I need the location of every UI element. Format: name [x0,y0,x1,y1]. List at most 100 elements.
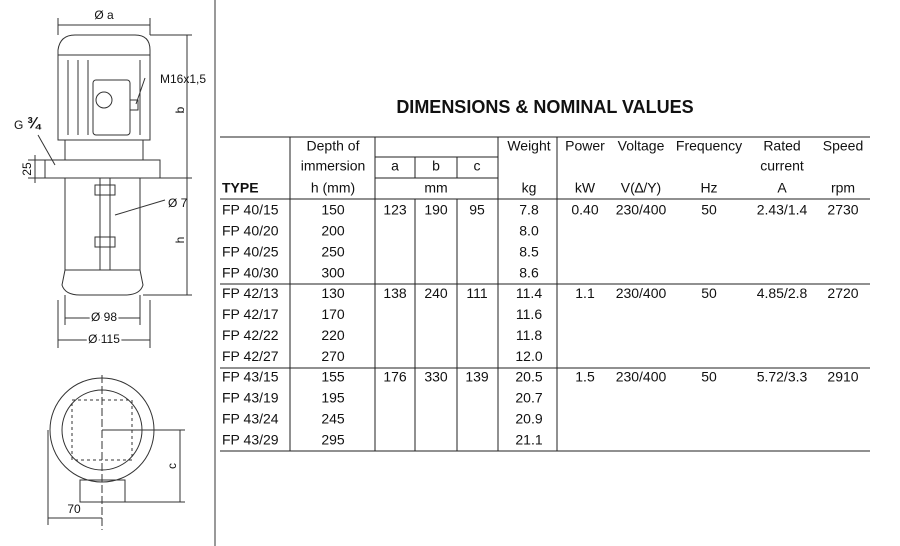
table-cell: Depth of [307,138,360,154]
table-cell: 1.5 [575,369,595,385]
table-cell: 190 [424,202,448,218]
coupling [94,236,116,248]
table-cell: 250 [321,244,345,260]
table-cell: 8.5 [519,244,539,260]
table-cell: 8.6 [519,265,539,281]
table-cell: 139 [465,369,489,385]
table-cell: 170 [321,306,345,322]
table-cell: 245 [321,411,345,427]
table: Depth of immersion h (mm) a b c mm Weight kg Powe… [220,136,870,452]
junction-box [92,79,131,136]
dimension-label: 70 [67,502,81,516]
table-header: TYPE [222,180,259,196]
table-cell: rpm [831,180,855,196]
table-cell: FP 43/29 [222,432,279,448]
logo [95,91,113,109]
table-cell: 111 [466,285,487,301]
table-cell: FP 42/22 [222,327,279,343]
table-cell: FP 40/30 [222,265,279,281]
table-cell: 11.8 [516,327,542,343]
table-cell: 20.5 [515,369,542,385]
dimension-label: h [173,237,187,244]
table-cell: c [474,158,481,174]
table-cell: FP 43/19 [222,390,279,406]
leader-line [135,77,146,105]
table-cell: FP 42/27 [222,348,279,364]
table-cell: 50 [701,369,717,385]
table-cell: current [760,158,804,174]
thread-label: ¾ [27,115,42,132]
table-cell: a [391,158,399,174]
table-cell: 2.43/1.4 [757,202,808,218]
leader-line [114,199,166,216]
table-cell: V(∆/Y) [621,180,661,196]
table-cell: 4.85/2.8 [757,285,808,301]
cable-gland [129,99,139,111]
table-cell: FP 43/15 [222,369,279,385]
table-cell: 240 [424,285,448,301]
table-cell: FP 42/13 [222,285,279,301]
table-cell: 1.1 [575,285,595,301]
table-cell: 200 [321,223,345,239]
impeller-housing [61,269,144,296]
table-cell: Speed [823,138,863,154]
table-cell: 270 [321,348,345,364]
table-cell: Weight [507,138,550,154]
table-cell: 20.7 [515,390,542,406]
table-cell: immersion [301,158,366,174]
table-title: DIMENSIONS & NOMINAL VALUES [396,97,693,117]
table-cell: 230/400 [616,202,667,218]
table-cell: b [432,158,440,174]
table-cell: FP 42/17 [222,306,279,322]
table-cell: 220 [321,327,345,343]
table-cell: 155 [321,369,345,385]
flange [44,159,161,179]
table-cell: Frequency [676,138,742,154]
table-cell: 330 [424,369,448,385]
coupling [94,184,116,196]
dimension-label: Ø 98 [91,310,117,324]
table-cell: FP 43/24 [222,411,279,427]
table-cell: 8.0 [519,223,539,239]
thread-label: G [14,118,23,132]
dimension-label: c [165,463,179,469]
table-cell: 230/400 [616,369,667,385]
thread-label: M16x1,5 [160,72,206,86]
dimension-label: Ø a [94,8,114,22]
table-cell: 12.0 [515,348,542,364]
table-cell: A [777,180,787,196]
table-cell: 123 [383,202,407,218]
table-cell: 11.6 [516,306,542,322]
table-cell: 130 [321,285,345,301]
table-cell: 300 [321,265,345,281]
table-cell: 295 [321,432,345,448]
dimension-label: 25 [20,162,34,176]
table-cell: FP 40/20 [222,223,279,239]
table-cell: Hz [700,180,717,196]
table-cell: Voltage [618,138,665,154]
table-cell: kW [575,180,596,196]
table-cell: FP 40/25 [222,244,279,260]
motor [57,34,151,141]
table-cell: h (mm) [311,180,355,196]
table-cell: Rated [763,138,800,154]
table-cell: 2910 [827,369,858,385]
table-cell: kg [522,180,537,196]
dimension-label: Ø 115 [88,332,120,346]
column [64,177,141,271]
table-cell: 95 [469,202,485,218]
table-cell: 7.8 [519,202,539,218]
table-cell: 5.72/3.3 [757,369,808,385]
table-cell: 2720 [827,285,858,301]
adapter [64,139,144,161]
table-cell: 21.1 [515,432,542,448]
table-cell: 50 [701,285,717,301]
table-cell: FP 40/15 [222,202,279,218]
leader-line [37,134,56,166]
table-cell: 20.9 [515,411,542,427]
dimension-label: b [173,106,187,113]
table-cell: 2730 [827,202,858,218]
dimension-label: Ø 7 [168,196,188,210]
table-cell: 230/400 [616,285,667,301]
table-cell: 176 [383,369,407,385]
